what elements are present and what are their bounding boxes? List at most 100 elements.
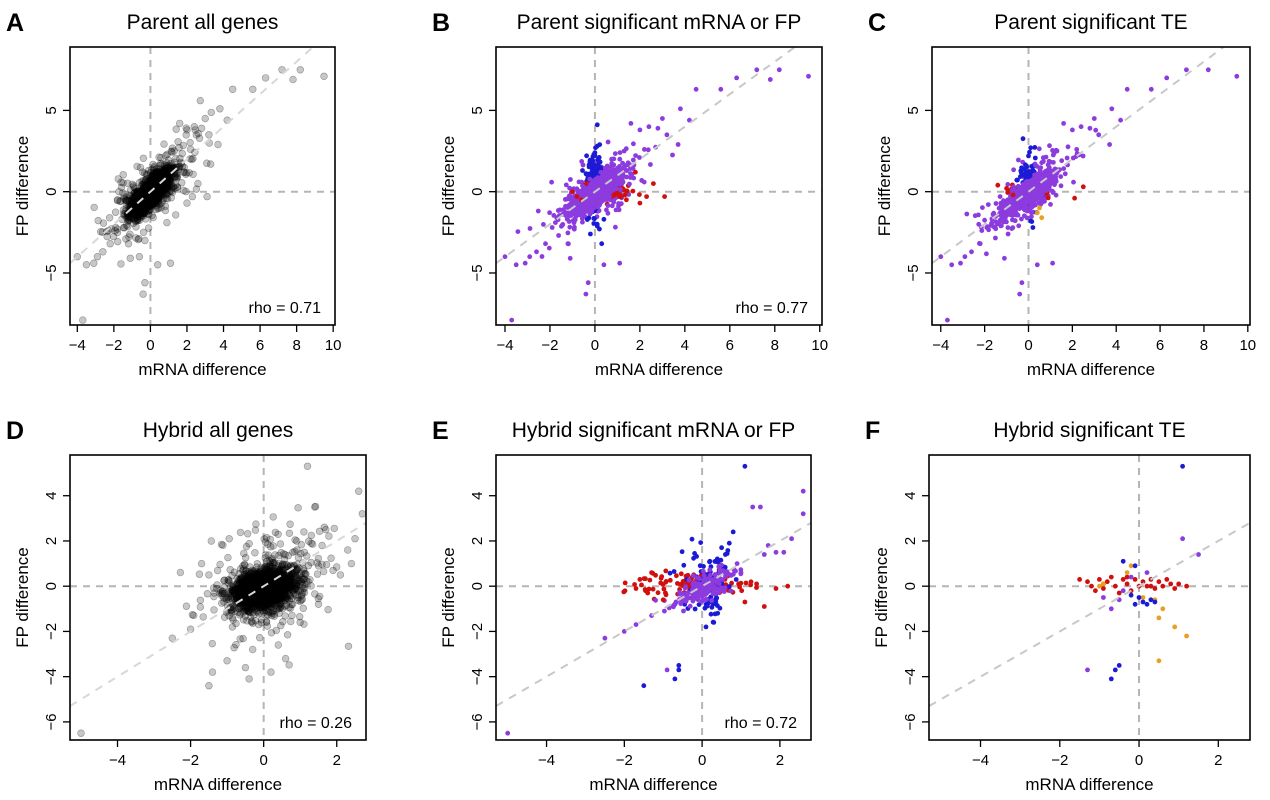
data-point bbox=[154, 182, 162, 190]
data-point bbox=[993, 235, 998, 241]
data-point bbox=[161, 206, 170, 215]
data-point bbox=[1012, 218, 1018, 224]
data-point bbox=[145, 180, 153, 188]
data-point bbox=[133, 215, 142, 224]
data-point bbox=[143, 185, 151, 193]
data-point bbox=[146, 197, 154, 206]
data-point bbox=[144, 196, 152, 204]
data-point bbox=[160, 183, 168, 191]
data-point bbox=[1002, 255, 1007, 261]
data-point bbox=[251, 549, 259, 557]
data-point bbox=[167, 168, 175, 176]
data-point bbox=[140, 208, 148, 216]
data-point bbox=[132, 211, 140, 220]
data-point bbox=[147, 175, 155, 183]
data-point bbox=[605, 210, 611, 216]
data-point bbox=[141, 206, 150, 214]
scatter-points bbox=[73, 66, 328, 324]
data-point bbox=[138, 205, 146, 213]
data-point bbox=[163, 164, 171, 173]
data-point bbox=[1048, 180, 1054, 186]
data-point bbox=[1026, 153, 1031, 159]
data-point bbox=[153, 169, 161, 177]
data-point bbox=[154, 194, 162, 202]
data-point bbox=[142, 199, 151, 207]
data-point bbox=[155, 183, 163, 191]
data-point bbox=[164, 170, 173, 179]
data-point bbox=[140, 210, 148, 218]
data-point bbox=[149, 178, 158, 186]
data-point bbox=[142, 192, 150, 200]
data-point bbox=[214, 140, 222, 149]
data-point bbox=[172, 154, 180, 163]
data-point bbox=[147, 166, 156, 174]
data-point bbox=[182, 187, 190, 196]
data-point bbox=[151, 192, 159, 200]
data-point bbox=[134, 189, 143, 197]
data-point bbox=[166, 174, 175, 182]
data-point bbox=[135, 192, 144, 201]
data-point bbox=[137, 201, 146, 209]
data-point bbox=[146, 190, 154, 198]
data-point bbox=[132, 212, 140, 220]
data-point bbox=[143, 197, 151, 206]
data-point bbox=[131, 188, 139, 197]
data-point bbox=[124, 217, 132, 226]
data-point bbox=[162, 190, 171, 198]
data-point bbox=[154, 188, 162, 197]
data-point bbox=[141, 185, 149, 193]
data-point bbox=[1011, 167, 1016, 173]
data-point bbox=[151, 190, 160, 198]
data-point bbox=[156, 170, 165, 179]
data-point bbox=[149, 176, 158, 184]
data-point bbox=[147, 181, 156, 189]
data-point bbox=[164, 161, 172, 170]
data-point bbox=[122, 235, 130, 243]
data-point bbox=[146, 177, 154, 185]
data-point bbox=[1109, 106, 1115, 112]
data-point bbox=[159, 190, 168, 199]
data-point bbox=[135, 212, 143, 220]
data-point bbox=[229, 85, 237, 94]
data-point bbox=[1080, 184, 1086, 190]
data-point bbox=[141, 184, 149, 193]
data-point bbox=[119, 189, 127, 197]
data-point bbox=[146, 176, 154, 184]
data-point bbox=[141, 190, 149, 199]
data-point bbox=[162, 185, 170, 193]
data-point bbox=[283, 631, 292, 639]
data-point bbox=[137, 190, 145, 198]
data-point bbox=[146, 180, 154, 189]
data-point bbox=[662, 194, 667, 200]
data-point bbox=[162, 194, 170, 203]
data-point bbox=[154, 183, 163, 192]
data-point bbox=[1059, 158, 1065, 164]
data-point bbox=[320, 72, 328, 81]
data-point bbox=[624, 197, 629, 203]
data-point bbox=[1054, 148, 1060, 154]
data-point bbox=[143, 185, 151, 194]
x-tick-label: 4 bbox=[219, 337, 227, 354]
data-point bbox=[579, 216, 585, 221]
data-point bbox=[143, 183, 152, 191]
panel-letter: C bbox=[868, 9, 886, 37]
data-point bbox=[152, 181, 161, 189]
data-point bbox=[621, 164, 627, 170]
data-point bbox=[1037, 205, 1042, 211]
data-point bbox=[146, 183, 154, 191]
data-point bbox=[589, 181, 595, 187]
data-point bbox=[216, 105, 224, 113]
data-point bbox=[154, 182, 162, 190]
data-point bbox=[142, 199, 150, 208]
data-point bbox=[144, 202, 152, 211]
x-tick-label: −4 bbox=[932, 337, 949, 354]
data-point bbox=[126, 192, 135, 200]
data-point bbox=[160, 182, 168, 190]
data-point bbox=[144, 193, 153, 201]
data-point bbox=[150, 191, 158, 199]
data-point bbox=[134, 187, 143, 195]
data-point bbox=[145, 187, 153, 196]
data-point bbox=[152, 165, 161, 173]
panel-letter: D bbox=[6, 417, 24, 445]
